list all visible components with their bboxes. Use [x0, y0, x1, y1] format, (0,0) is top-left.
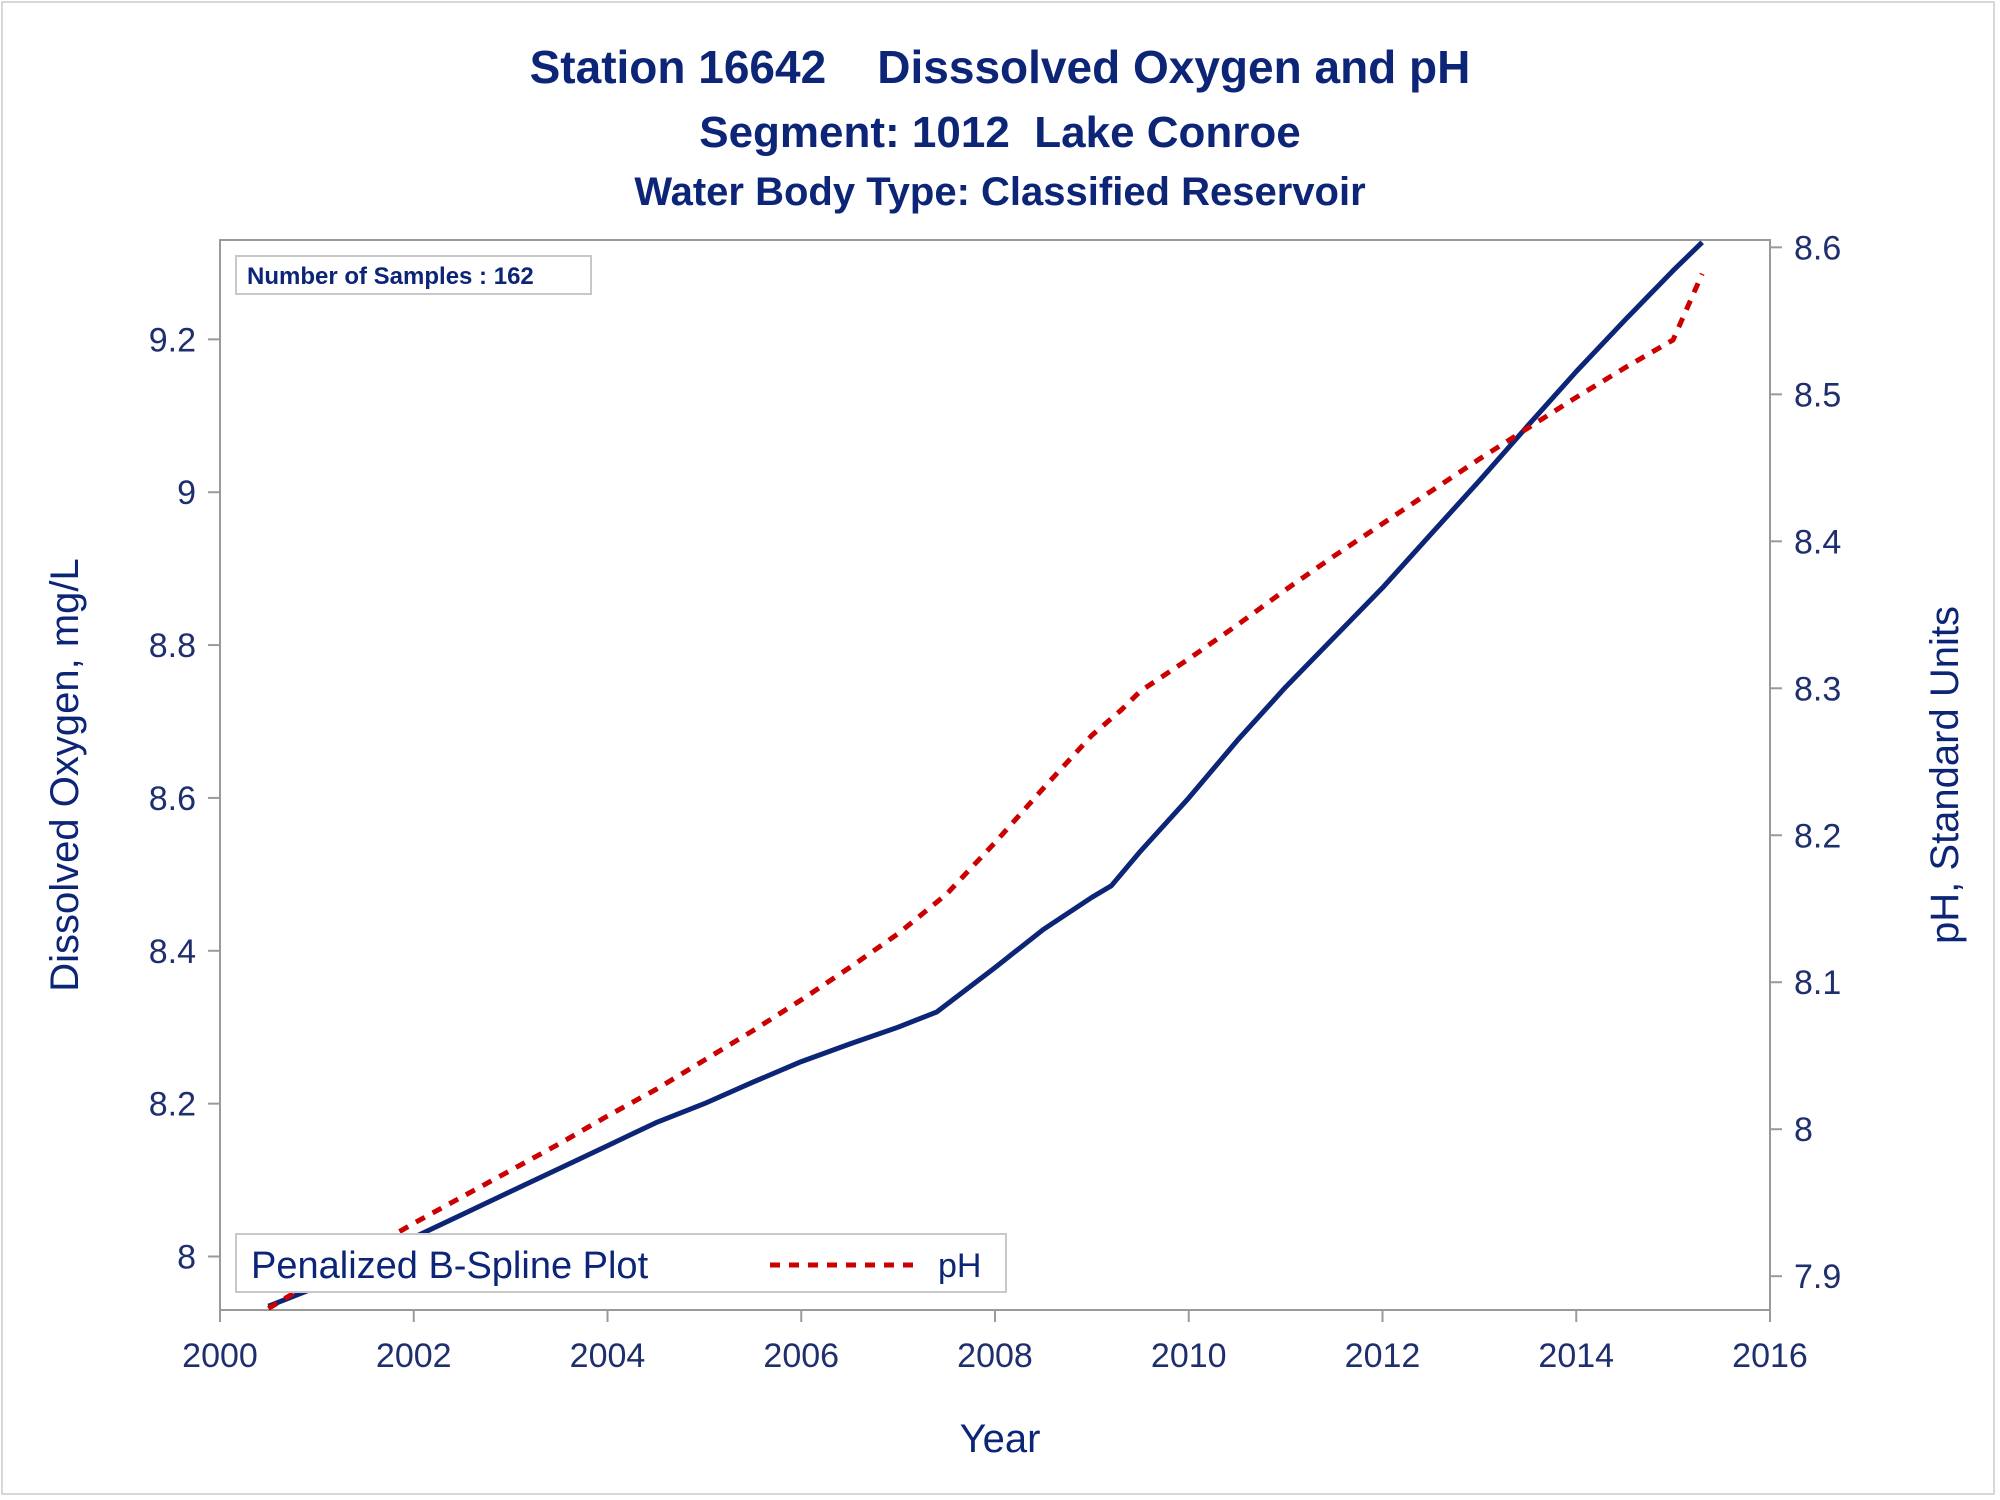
y-tick-label: 9: [177, 474, 196, 512]
legend-label-ph: pH: [938, 1247, 981, 1285]
x-tick-label: 2012: [1345, 1337, 1421, 1375]
sample-count-text: Number of Samples : 162: [247, 263, 534, 290]
y2-tick-label: 8.2: [1794, 817, 1841, 855]
series-lines: [267, 240, 1705, 1311]
legend-title: Penalized B-Spline Plot: [251, 1245, 649, 1287]
y2-tick-label: 7.9: [1794, 1258, 1841, 1296]
legend: Penalized B-Spline Plot pH: [235, 1233, 1007, 1293]
y2-tick-label: 8: [1794, 1111, 1813, 1149]
plot-area: [219, 239, 1771, 1311]
y-axis: 8 8.2 8.4 8.6 8.8 9 9.2: [149, 321, 220, 1277]
x-tick-label: 2014: [1538, 1337, 1614, 1375]
y2-axis: 7.9 8 8.1 8.2 8.3 8.4 8.5 8.6: [1770, 229, 1841, 1296]
y2-tick-label: 8.1: [1794, 964, 1841, 1002]
ph-series-line: [267, 272, 1705, 1311]
x-tick-label: 2008: [957, 1337, 1033, 1375]
x-axis: 2000 2002 2004 2006 2008 2010 2012 2014 2016: [182, 1310, 1808, 1375]
y-tick-label: 8.6: [149, 780, 196, 818]
y-tick-label: 8.2: [149, 1086, 196, 1124]
y-tick-label: 9.2: [149, 321, 196, 359]
dissolved-oxygen-series-line: [267, 240, 1704, 1309]
y-tick-label: 8.8: [149, 627, 196, 665]
y2-tick-label: 8.4: [1794, 523, 1841, 561]
y2-tick-label: 8.3: [1794, 670, 1841, 708]
y2-tick-label: 8.5: [1794, 376, 1841, 414]
x-tick-label: 2006: [763, 1337, 839, 1375]
y2-axis-label: pH, Standard Units: [1923, 606, 1967, 944]
x-tick-label: 2010: [1151, 1337, 1227, 1375]
y-tick-label: 8.4: [149, 933, 196, 971]
x-tick-label: 2002: [376, 1337, 452, 1375]
chart-title: Station 16642 Disssolved Oxygen and pH: [530, 41, 1471, 93]
y-axis-label: Dissolved Oxygen, mg/L: [43, 558, 87, 992]
chart-subtitle-2: Water Body Type: Classified Reservoir: [634, 170, 1365, 214]
y2-tick-label: 8.6: [1794, 229, 1841, 267]
x-tick-label: 2000: [182, 1337, 258, 1375]
chart-subtitle: Segment: 1012 Lake Conroe: [699, 108, 1301, 157]
y-tick-label: 8: [177, 1239, 196, 1277]
x-axis-label: Year: [960, 1417, 1041, 1461]
x-tick-label: 2016: [1732, 1337, 1808, 1375]
sample-count-inset: Number of Samples : 162: [235, 255, 592, 295]
x-tick-label: 2004: [570, 1337, 646, 1375]
